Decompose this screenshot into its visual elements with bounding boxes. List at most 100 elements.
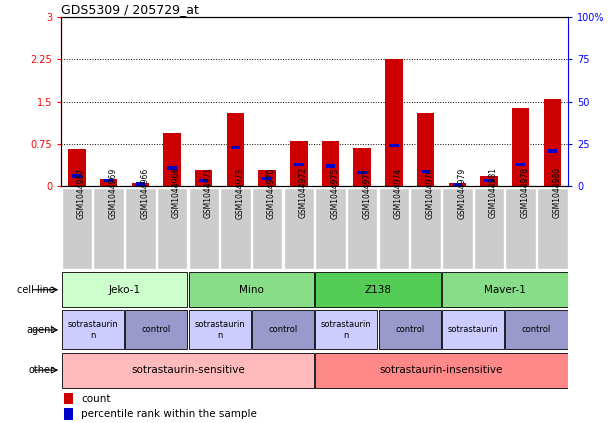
Bar — [163, 132, 181, 186]
FancyBboxPatch shape — [252, 188, 282, 269]
Bar — [421, 170, 430, 173]
FancyBboxPatch shape — [62, 310, 124, 349]
FancyBboxPatch shape — [442, 272, 568, 307]
FancyBboxPatch shape — [474, 188, 504, 269]
Text: control: control — [395, 325, 425, 335]
Text: sotrastaurin: sotrastaurin — [448, 325, 499, 335]
Bar — [231, 146, 240, 149]
Text: Mino: Mino — [239, 285, 264, 295]
Bar — [354, 148, 371, 186]
Text: GSM1044972: GSM1044972 — [299, 168, 308, 218]
FancyBboxPatch shape — [125, 310, 187, 349]
FancyBboxPatch shape — [189, 310, 251, 349]
Bar — [357, 171, 367, 174]
Text: sotrastaurin
n: sotrastaurin n — [194, 320, 245, 340]
Text: GSM1044970: GSM1044970 — [267, 167, 276, 219]
Text: GSM1044979: GSM1044979 — [457, 167, 466, 219]
Text: Maver-1: Maver-1 — [484, 285, 526, 295]
FancyBboxPatch shape — [347, 188, 378, 269]
Text: GSM1044978: GSM1044978 — [521, 168, 530, 218]
Text: GSM1044980: GSM1044980 — [552, 168, 562, 218]
FancyBboxPatch shape — [379, 310, 441, 349]
FancyBboxPatch shape — [315, 353, 568, 387]
FancyBboxPatch shape — [62, 272, 187, 307]
Text: count: count — [81, 394, 111, 404]
Text: sotrastaurin-insensitive: sotrastaurin-insensitive — [380, 365, 503, 375]
Text: cell line: cell line — [17, 285, 55, 295]
Bar — [290, 141, 307, 186]
Bar — [544, 99, 561, 186]
Bar — [195, 170, 213, 186]
FancyBboxPatch shape — [189, 188, 219, 269]
Bar — [385, 59, 403, 186]
Text: GSM1044974: GSM1044974 — [394, 167, 403, 219]
Bar — [294, 163, 304, 166]
FancyBboxPatch shape — [220, 188, 251, 269]
Bar — [72, 174, 82, 178]
Bar — [104, 179, 114, 182]
FancyBboxPatch shape — [62, 353, 314, 387]
Bar — [131, 183, 149, 186]
Text: other: other — [29, 365, 55, 375]
Bar — [480, 176, 498, 186]
FancyBboxPatch shape — [442, 310, 504, 349]
Bar — [516, 163, 525, 166]
Text: GSM1044967: GSM1044967 — [77, 167, 86, 219]
Text: sotrastaurin-sensitive: sotrastaurin-sensitive — [131, 365, 245, 375]
FancyBboxPatch shape — [189, 272, 314, 307]
Text: control: control — [142, 325, 171, 335]
Bar — [389, 144, 398, 147]
FancyBboxPatch shape — [379, 188, 409, 269]
Bar — [258, 170, 276, 186]
FancyBboxPatch shape — [315, 310, 378, 349]
Text: control: control — [268, 325, 298, 335]
FancyBboxPatch shape — [125, 188, 156, 269]
Text: sotrastaurin
n: sotrastaurin n — [67, 320, 118, 340]
Text: Jeko-1: Jeko-1 — [108, 285, 141, 295]
Text: GSM1044973: GSM1044973 — [235, 167, 244, 219]
FancyBboxPatch shape — [442, 188, 472, 269]
FancyBboxPatch shape — [505, 310, 568, 349]
Bar — [68, 149, 86, 186]
Text: GSM1044971: GSM1044971 — [203, 168, 213, 218]
Bar — [167, 166, 177, 170]
Bar — [453, 183, 462, 186]
FancyBboxPatch shape — [537, 188, 568, 269]
Bar — [547, 149, 557, 153]
FancyBboxPatch shape — [93, 188, 124, 269]
Bar — [199, 179, 208, 182]
Bar — [417, 113, 434, 186]
Bar — [322, 141, 339, 186]
Text: sotrastaurin
n: sotrastaurin n — [321, 320, 371, 340]
FancyBboxPatch shape — [315, 272, 441, 307]
Text: GSM1044968: GSM1044968 — [172, 168, 181, 218]
FancyBboxPatch shape — [284, 188, 314, 269]
Text: GSM1044975: GSM1044975 — [331, 167, 340, 219]
Text: GSM1044976: GSM1044976 — [426, 167, 434, 219]
Bar — [136, 182, 145, 186]
FancyBboxPatch shape — [411, 188, 441, 269]
Text: GSM1044966: GSM1044966 — [141, 167, 149, 219]
Bar — [326, 164, 335, 168]
FancyBboxPatch shape — [62, 188, 92, 269]
Bar — [262, 176, 272, 180]
Bar — [227, 113, 244, 186]
Text: control: control — [522, 325, 551, 335]
Text: GDS5309 / 205729_at: GDS5309 / 205729_at — [61, 3, 199, 16]
FancyBboxPatch shape — [505, 188, 536, 269]
Bar — [64, 408, 73, 420]
Text: Z138: Z138 — [365, 285, 392, 295]
FancyBboxPatch shape — [157, 188, 187, 269]
Text: percentile rank within the sample: percentile rank within the sample — [81, 409, 257, 419]
FancyBboxPatch shape — [315, 188, 346, 269]
FancyBboxPatch shape — [252, 310, 314, 349]
Bar — [485, 179, 494, 182]
Bar — [100, 179, 117, 186]
Bar — [64, 393, 73, 404]
Text: agent: agent — [27, 325, 55, 335]
Text: GSM1044977: GSM1044977 — [362, 167, 371, 219]
Text: GSM1044981: GSM1044981 — [489, 168, 498, 218]
Text: GSM1044969: GSM1044969 — [109, 167, 118, 219]
Bar — [512, 108, 529, 186]
Bar — [448, 183, 466, 186]
